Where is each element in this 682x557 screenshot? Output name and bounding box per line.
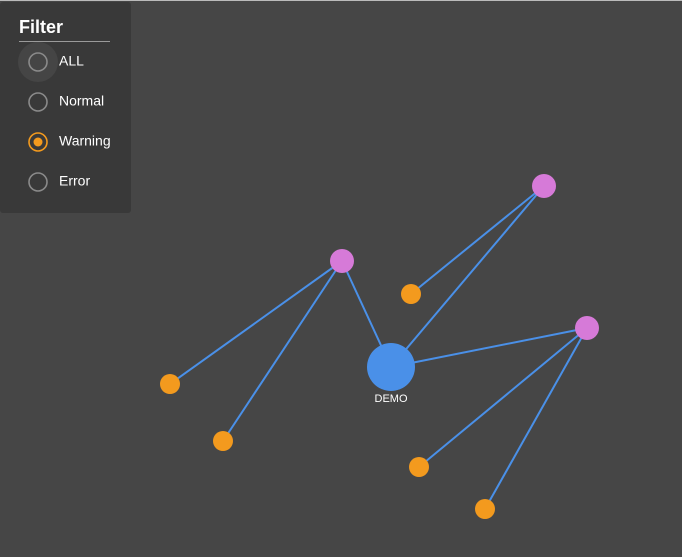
edge (484, 327, 588, 510)
radio-button[interactable] (28, 172, 48, 192)
radio-button[interactable] (28, 132, 48, 152)
radio-label[interactable]: Normal (59, 93, 104, 109)
graph: DEMO (160, 174, 599, 519)
center-node[interactable] (367, 343, 415, 391)
leaf-node[interactable] (409, 457, 429, 477)
radio-option[interactable]: Error (28, 172, 90, 192)
radio-option[interactable]: ALL (18, 42, 84, 82)
edge (222, 260, 343, 442)
radio-option[interactable]: Normal (28, 92, 104, 112)
radio-label[interactable]: Error (59, 173, 90, 189)
radio-dot (33, 137, 43, 147)
focus-halo (18, 42, 58, 82)
radio-button[interactable] (28, 92, 48, 112)
filter-panel: Filter ALL Normal Warning Error (0, 2, 131, 213)
edge (410, 185, 545, 295)
panel-title: Filter (19, 17, 63, 37)
leaf-node[interactable] (160, 374, 180, 394)
radio-label[interactable]: Warning (59, 133, 111, 149)
group-node[interactable] (575, 316, 599, 340)
radio-button[interactable] (28, 52, 48, 72)
group-node[interactable] (330, 249, 354, 273)
edge (418, 327, 588, 468)
leaf-node[interactable] (475, 499, 495, 519)
leaf-node[interactable] (401, 284, 421, 304)
edge (169, 260, 343, 385)
edge (390, 327, 588, 368)
radio-option[interactable]: Warning (28, 132, 111, 152)
edge (390, 185, 545, 368)
center-label: DEMO (375, 393, 408, 405)
leaf-node[interactable] (213, 431, 233, 451)
radio-label[interactable]: ALL (59, 53, 84, 69)
group-node[interactable] (532, 174, 556, 198)
